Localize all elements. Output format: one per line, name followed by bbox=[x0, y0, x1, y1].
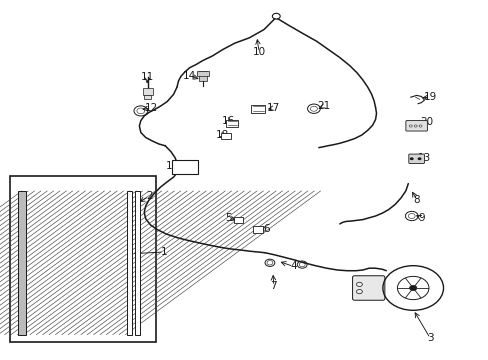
Circle shape bbox=[417, 157, 421, 160]
Text: 16: 16 bbox=[222, 116, 235, 126]
Circle shape bbox=[409, 285, 416, 291]
Bar bbox=[225, 120, 238, 127]
Text: 15: 15 bbox=[165, 161, 179, 171]
Bar bbox=[142, 88, 152, 95]
Text: 13: 13 bbox=[417, 153, 430, 163]
Text: 2: 2 bbox=[145, 191, 152, 201]
Text: 7: 7 bbox=[270, 281, 277, 291]
Bar bbox=[251, 105, 264, 113]
Text: 18: 18 bbox=[215, 130, 229, 140]
Text: 14: 14 bbox=[183, 71, 196, 81]
Text: 3: 3 bbox=[426, 333, 433, 343]
FancyBboxPatch shape bbox=[352, 276, 384, 300]
Text: 20: 20 bbox=[419, 117, 432, 127]
Bar bbox=[234, 217, 243, 223]
Bar bbox=[172, 160, 197, 174]
Text: 9: 9 bbox=[417, 213, 424, 223]
Bar bbox=[144, 95, 151, 99]
Bar bbox=[221, 133, 230, 139]
Text: 12: 12 bbox=[144, 103, 158, 113]
Circle shape bbox=[409, 157, 413, 160]
Text: 4: 4 bbox=[289, 261, 296, 271]
Text: 10: 10 bbox=[252, 47, 265, 57]
Text: 21: 21 bbox=[316, 101, 330, 111]
Circle shape bbox=[413, 125, 416, 127]
Text: 8: 8 bbox=[412, 195, 419, 205]
Bar bbox=[10, 176, 156, 342]
Text: 19: 19 bbox=[423, 92, 436, 102]
Text: 17: 17 bbox=[266, 103, 280, 113]
Text: 6: 6 bbox=[263, 224, 269, 234]
FancyBboxPatch shape bbox=[405, 121, 427, 131]
Text: 1: 1 bbox=[160, 247, 167, 257]
Bar bbox=[127, 191, 132, 335]
Bar bbox=[253, 226, 263, 233]
Circle shape bbox=[418, 125, 421, 127]
Circle shape bbox=[408, 125, 411, 127]
Bar bbox=[18, 191, 26, 335]
Bar bbox=[197, 71, 208, 76]
Bar bbox=[199, 71, 206, 81]
Text: 11: 11 bbox=[141, 72, 154, 82]
Bar bbox=[135, 191, 140, 335]
Text: 5: 5 bbox=[225, 213, 232, 223]
FancyBboxPatch shape bbox=[408, 154, 424, 163]
